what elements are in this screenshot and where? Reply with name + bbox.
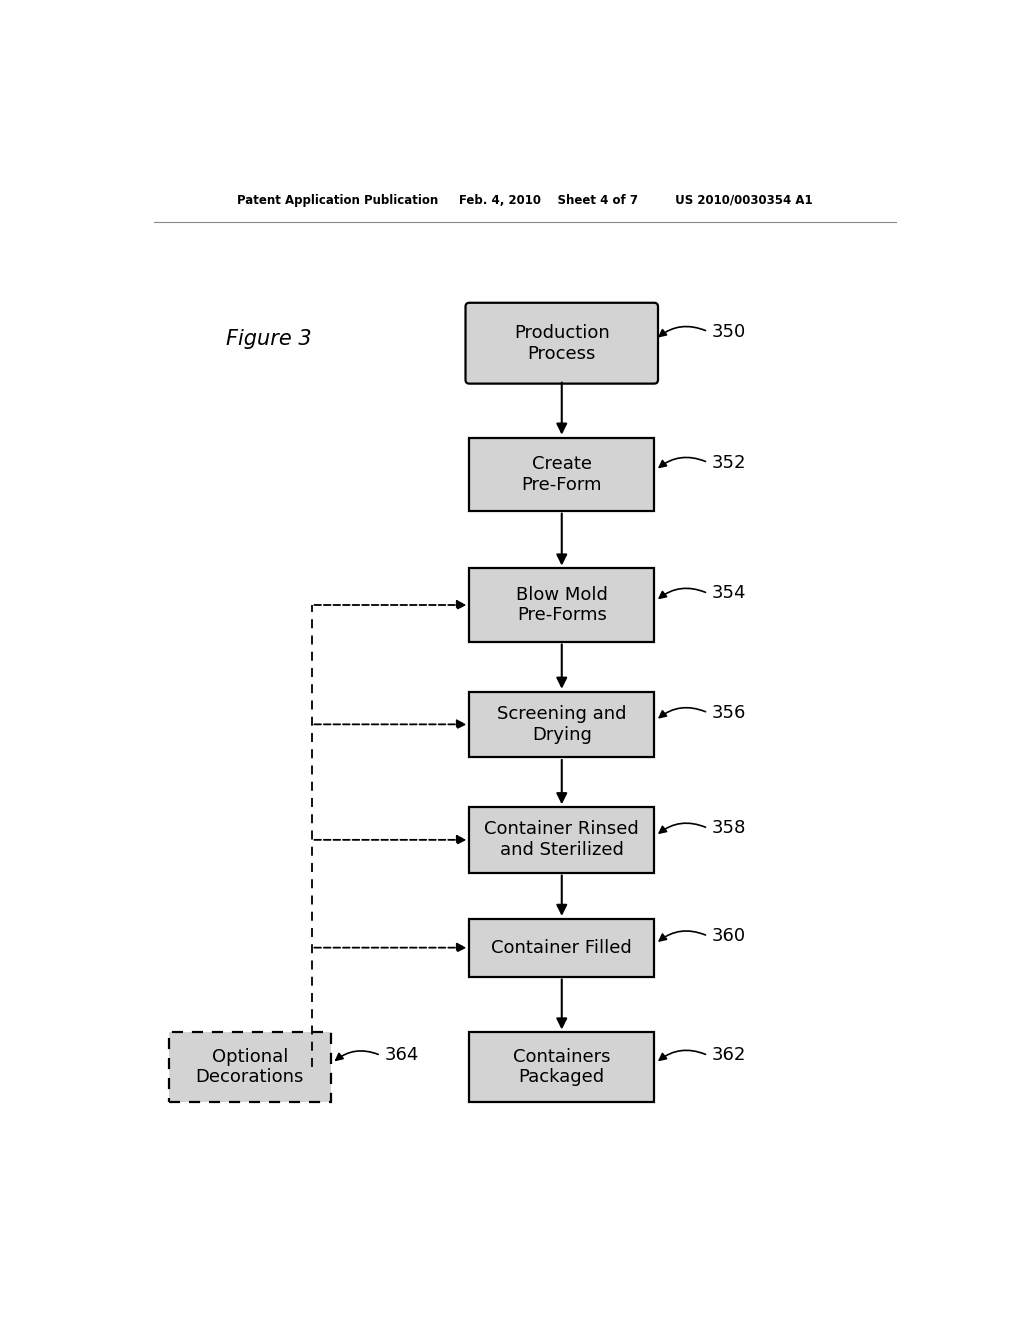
Text: Container Filled: Container Filled: [492, 939, 632, 957]
Text: 354: 354: [712, 585, 746, 602]
FancyBboxPatch shape: [469, 807, 654, 873]
Text: Production
Process: Production Process: [514, 323, 609, 363]
FancyBboxPatch shape: [469, 1032, 654, 1102]
Text: 364: 364: [385, 1047, 419, 1064]
Text: 362: 362: [712, 1047, 746, 1064]
Text: Blow Mold
Pre-Forms: Blow Mold Pre-Forms: [516, 586, 607, 624]
Text: Create
Pre-Form: Create Pre-Form: [521, 454, 602, 494]
Text: 356: 356: [712, 704, 746, 722]
Text: 360: 360: [712, 927, 746, 945]
FancyBboxPatch shape: [469, 569, 654, 642]
FancyBboxPatch shape: [469, 919, 654, 977]
FancyBboxPatch shape: [169, 1032, 331, 1102]
Text: 352: 352: [712, 454, 746, 471]
Text: Container Rinsed
and Sterilized: Container Rinsed and Sterilized: [484, 821, 639, 859]
Text: Patent Application Publication     Feb. 4, 2010    Sheet 4 of 7         US 2010/: Patent Application Publication Feb. 4, 2…: [237, 194, 813, 207]
FancyBboxPatch shape: [466, 302, 658, 384]
FancyBboxPatch shape: [469, 692, 654, 758]
Text: Figure 3: Figure 3: [226, 330, 312, 350]
FancyBboxPatch shape: [469, 437, 654, 511]
Text: Screening and
Drying: Screening and Drying: [497, 705, 627, 743]
Text: Containers
Packaged: Containers Packaged: [513, 1048, 610, 1086]
Text: 358: 358: [712, 820, 746, 837]
Text: 350: 350: [712, 322, 746, 341]
Text: Optional
Decorations: Optional Decorations: [196, 1048, 304, 1086]
